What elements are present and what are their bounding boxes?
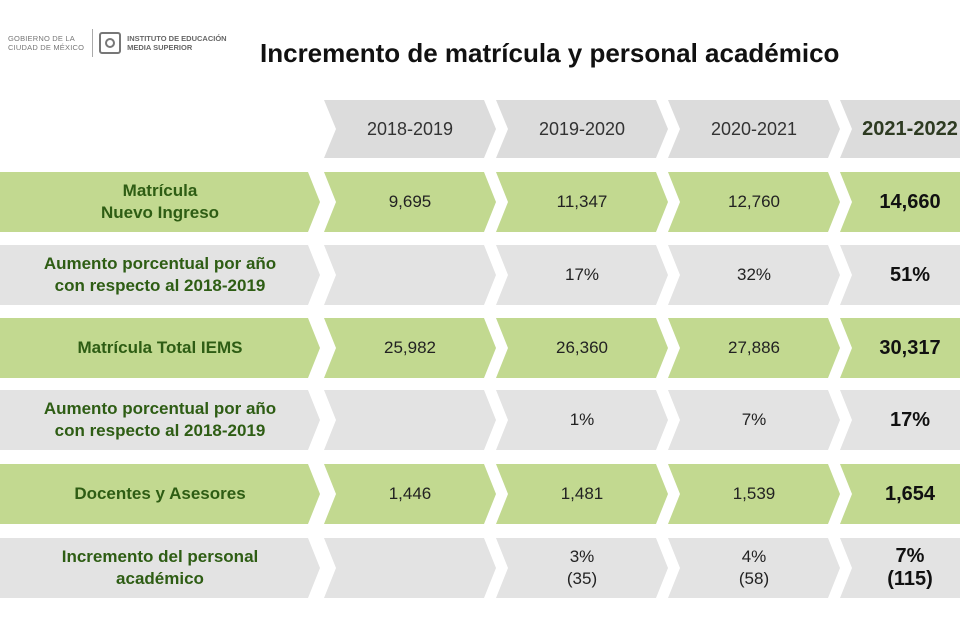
cell-2019-2020: 1% xyxy=(496,390,668,450)
column-header-2018-2019: 2018-2019 xyxy=(324,100,496,158)
header-logos: GOBIERNO DE LA CIUDAD DE MÉXICO INSTITUT… xyxy=(0,26,227,60)
cell-2018-2019 xyxy=(324,245,496,305)
cell-2019-2020: 3% (35) xyxy=(496,538,668,598)
iems-line-2: MEDIA SUPERIOR xyxy=(127,43,193,52)
cell-2018-2019 xyxy=(324,538,496,598)
cell-2019-2020: 26,360 xyxy=(496,318,668,378)
cell-2020-2021: 27,886 xyxy=(668,318,840,378)
gov-cdmx-logo: GOBIERNO DE LA CIUDAD DE MÉXICO xyxy=(0,34,92,52)
cell-2020-2021: 32% xyxy=(668,245,840,305)
table-row: Aumento porcentual por año con respecto a… xyxy=(0,245,960,305)
gov-line-1: GOBIERNO DE LA xyxy=(8,34,75,43)
table-row: Incremento del personal académico 3% (35) 4%… xyxy=(0,538,960,598)
column-header-row: 2018-2019 2019-2020 2020-2021 2021-2022 xyxy=(0,100,960,158)
table-row: Matrícula Total IEMS 25,982 26,360 27,886 30… xyxy=(0,318,960,378)
column-header-2021-2022: 2021-2022 xyxy=(840,100,960,158)
table-row: Matrícula Nuevo Ingreso 9,695 11,347 12,760 1… xyxy=(0,172,960,232)
row-label: Docentes y Asesores xyxy=(0,464,320,524)
cell-2021-2022: 7% (115) xyxy=(840,538,960,598)
row-label: Incremento del personal académico xyxy=(0,538,320,598)
cell-2021-2022: 51% xyxy=(840,245,960,305)
cell-2018-2019: 1,446 xyxy=(324,464,496,524)
cell-2018-2019 xyxy=(324,390,496,450)
row-label: Aumento porcentual por año con respecto a… xyxy=(0,245,320,305)
cell-2020-2021: 4% (58) xyxy=(668,538,840,598)
cell-2021-2022: 14,660 xyxy=(840,172,960,232)
iems-line-1: INSTITUTO DE EDUCACIÓN xyxy=(127,34,227,43)
cell-2019-2020: 17% xyxy=(496,245,668,305)
table-row: Docentes y Asesores 1,446 1,481 1,539 1,654 xyxy=(0,464,960,524)
iems-emblem-icon xyxy=(99,32,122,54)
cell-2018-2019: 25,982 xyxy=(324,318,496,378)
cell-2020-2021: 12,760 xyxy=(668,172,840,232)
cell-2019-2020: 11,347 xyxy=(496,172,668,232)
row-label: Matrícula Nuevo Ingreso xyxy=(0,172,320,232)
cell-2020-2021: 1,539 xyxy=(668,464,840,524)
row-label: Aumento porcentual por año con respecto a… xyxy=(0,390,320,450)
cell-2020-2021: 7% xyxy=(668,390,840,450)
cell-2019-2020: 1,481 xyxy=(496,464,668,524)
row-label: Matrícula Total IEMS xyxy=(0,318,320,378)
cell-2021-2022: 1,654 xyxy=(840,464,960,524)
gov-line-2: CIUDAD DE MÉXICO xyxy=(8,43,85,52)
column-header-2020-2021: 2020-2021 xyxy=(668,100,840,158)
page-title: Incremento de matrícula y personal acadé… xyxy=(260,38,840,68)
iems-logo: INSTITUTO DE EDUCACIÓN MEDIA SUPERIOR xyxy=(93,32,227,54)
column-header-2019-2020: 2019-2020 xyxy=(496,100,668,158)
cell-2021-2022: 30,317 xyxy=(840,318,960,378)
cell-2021-2022: 17% xyxy=(840,390,960,450)
cell-2018-2019: 9,695 xyxy=(324,172,496,232)
table-row: Aumento porcentual por año con respecto a… xyxy=(0,390,960,450)
logo-divider xyxy=(92,29,94,57)
